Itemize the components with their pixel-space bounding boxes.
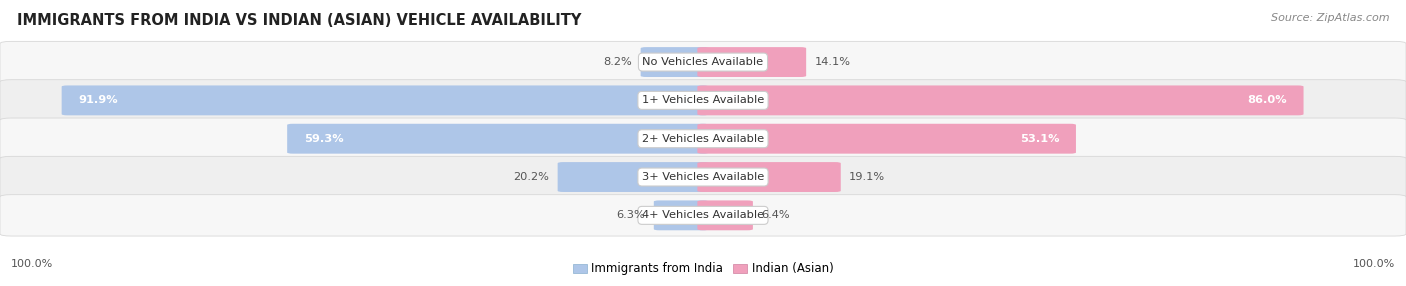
Text: 1+ Vehicles Available: 1+ Vehicles Available: [643, 96, 763, 105]
FancyBboxPatch shape: [0, 156, 1406, 198]
Text: No Vehicles Available: No Vehicles Available: [643, 57, 763, 67]
FancyBboxPatch shape: [697, 86, 1303, 115]
Text: 59.3%: 59.3%: [304, 134, 343, 144]
Text: 4+ Vehicles Available: 4+ Vehicles Available: [643, 210, 763, 220]
Text: 6.4%: 6.4%: [761, 210, 790, 220]
Text: 2+ Vehicles Available: 2+ Vehicles Available: [643, 134, 763, 144]
FancyBboxPatch shape: [654, 200, 709, 230]
FancyBboxPatch shape: [0, 195, 1406, 236]
Text: 20.2%: 20.2%: [513, 172, 550, 182]
Text: 14.1%: 14.1%: [814, 57, 851, 67]
FancyBboxPatch shape: [287, 124, 709, 154]
Text: 8.2%: 8.2%: [603, 57, 633, 67]
FancyBboxPatch shape: [0, 118, 1406, 159]
Legend: Immigrants from India, Indian (Asian): Immigrants from India, Indian (Asian): [568, 258, 838, 280]
FancyBboxPatch shape: [0, 41, 1406, 83]
Text: 86.0%: 86.0%: [1247, 96, 1286, 105]
Text: 100.0%: 100.0%: [11, 259, 53, 269]
Text: 3+ Vehicles Available: 3+ Vehicles Available: [643, 172, 763, 182]
FancyBboxPatch shape: [697, 200, 752, 230]
FancyBboxPatch shape: [697, 162, 841, 192]
Text: Source: ZipAtlas.com: Source: ZipAtlas.com: [1271, 13, 1389, 23]
Text: 6.3%: 6.3%: [617, 210, 645, 220]
FancyBboxPatch shape: [558, 162, 709, 192]
FancyBboxPatch shape: [62, 86, 709, 115]
Text: IMMIGRANTS FROM INDIA VS INDIAN (ASIAN) VEHICLE AVAILABILITY: IMMIGRANTS FROM INDIA VS INDIAN (ASIAN) …: [17, 13, 581, 28]
Text: 91.9%: 91.9%: [79, 96, 118, 105]
Text: 19.1%: 19.1%: [849, 172, 886, 182]
FancyBboxPatch shape: [697, 47, 806, 77]
Text: 100.0%: 100.0%: [1353, 259, 1395, 269]
FancyBboxPatch shape: [641, 47, 709, 77]
FancyBboxPatch shape: [697, 124, 1076, 154]
FancyBboxPatch shape: [0, 80, 1406, 121]
Text: 53.1%: 53.1%: [1019, 134, 1059, 144]
